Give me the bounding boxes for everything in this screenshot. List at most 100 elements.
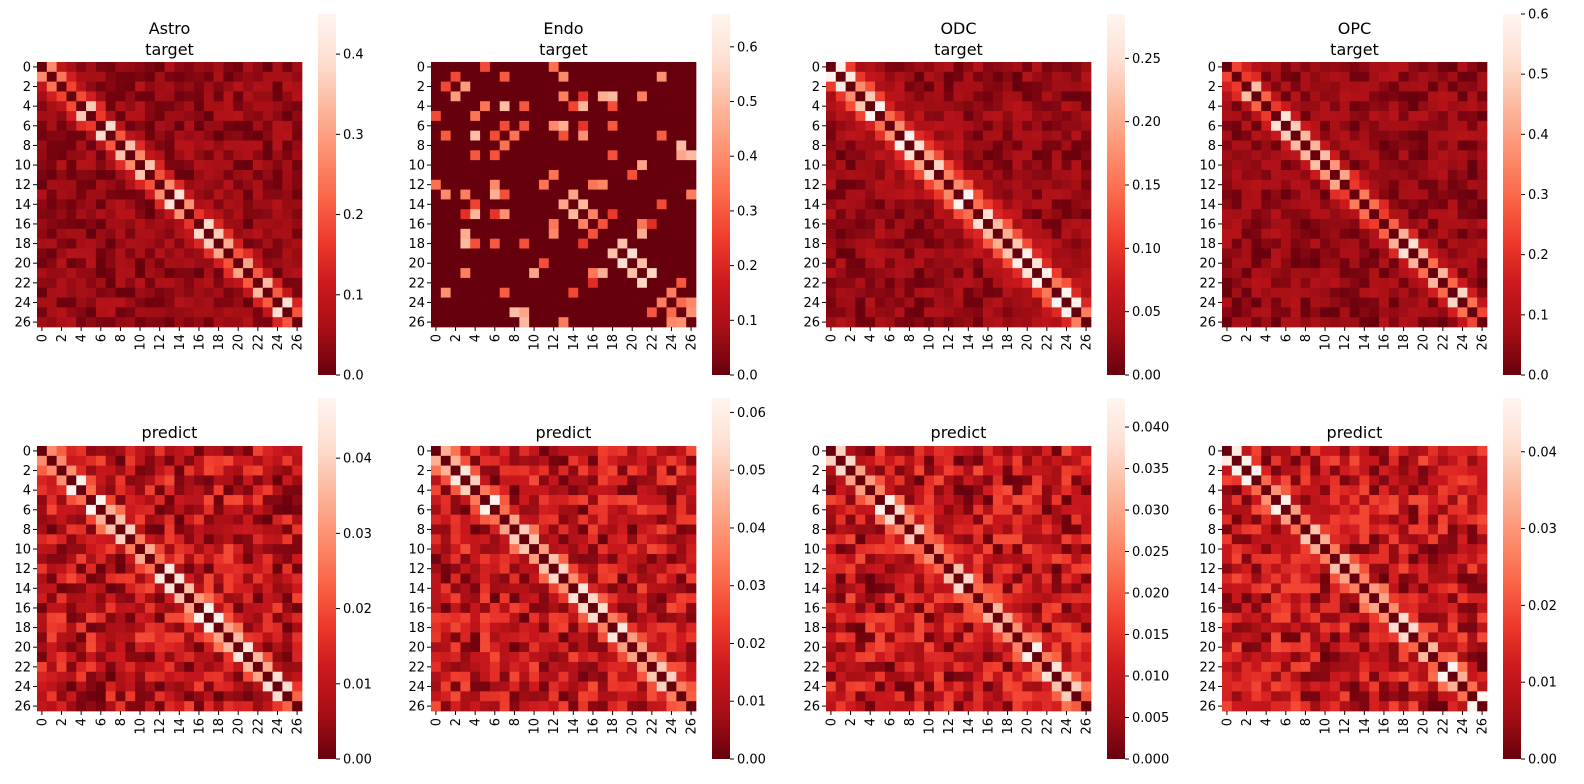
heatmap-cell <box>924 91 935 102</box>
heatmap-cell <box>953 485 964 496</box>
heatmap-cell <box>1329 209 1341 220</box>
heatmap-cell <box>450 150 461 161</box>
heatmap-cell <box>1081 189 1092 200</box>
y-tick-label: 14 <box>408 198 425 213</box>
heatmap-cell <box>983 504 994 516</box>
heatmap-cell <box>963 317 974 328</box>
heatmap-cell <box>1012 71 1023 82</box>
heatmap-cell <box>509 681 520 692</box>
heatmap-cell <box>558 91 569 102</box>
heatmap-cell <box>1290 189 1301 200</box>
heatmap-cell <box>460 297 471 308</box>
heatmap-cell <box>1300 199 1311 210</box>
colorbar-tick-label: 0.2 <box>737 259 758 274</box>
heatmap-cell <box>292 199 303 210</box>
heatmap-cell <box>86 622 97 633</box>
heatmap-cell <box>1437 277 1449 289</box>
heatmap-cell <box>627 71 638 82</box>
heatmap-cell <box>578 81 589 92</box>
heatmap-cell <box>164 671 175 682</box>
heatmap-cell <box>914 160 925 171</box>
heatmap-cell <box>440 514 451 525</box>
heatmap-cell <box>489 563 501 574</box>
heatmap-cell <box>76 199 87 210</box>
heatmap-cell <box>135 317 146 328</box>
heatmap-cell <box>656 603 667 614</box>
heatmap-cell <box>144 661 156 673</box>
heatmap-cell <box>676 169 687 181</box>
heatmap-cell <box>1071 228 1082 240</box>
heatmap-cell <box>1002 101 1013 112</box>
heatmap-cell <box>1222 91 1233 102</box>
heatmap-cell <box>627 130 638 141</box>
heatmap-cell <box>529 661 540 673</box>
heatmap-cell <box>213 317 224 328</box>
heatmap-cell <box>1061 465 1072 476</box>
heatmap-cell <box>617 465 628 476</box>
heatmap-cell <box>548 297 559 308</box>
heatmap-cell <box>617 514 628 525</box>
heatmap-cell <box>223 140 234 151</box>
heatmap-cell <box>292 111 303 122</box>
heatmap-cell <box>144 485 156 496</box>
heatmap-cell <box>66 534 77 545</box>
heatmap-cell <box>627 612 638 624</box>
heatmap-cell <box>1071 219 1082 230</box>
heatmap-cell <box>1002 130 1013 141</box>
heatmap-cell <box>86 91 97 102</box>
heatmap-cell <box>450 91 461 102</box>
heatmap-cell <box>676 465 687 476</box>
heatmap-cell <box>983 140 994 151</box>
heatmap-cell <box>617 691 628 702</box>
heatmap-cell <box>865 446 876 457</box>
heatmap-cell <box>656 701 667 712</box>
heatmap-cell <box>174 446 185 457</box>
heatmap-cell <box>588 317 599 328</box>
x-tick-label: 18 <box>212 334 227 351</box>
heatmap-cell <box>56 248 67 259</box>
heatmap-cell <box>37 465 48 476</box>
heatmap-cell <box>272 111 283 122</box>
panel-title: target <box>539 40 588 59</box>
heatmap-cell <box>1061 238 1072 249</box>
heatmap-cell <box>292 120 303 132</box>
heatmap-cell <box>617 622 628 633</box>
heatmap-cell <box>943 209 954 220</box>
heatmap-cell <box>440 91 451 102</box>
heatmap-cell <box>973 287 984 298</box>
heatmap-cell <box>588 150 599 161</box>
heatmap-cell <box>440 219 451 230</box>
heatmap-cell <box>953 238 964 249</box>
heatmap-cell <box>1241 111 1252 122</box>
heatmap-cell <box>489 446 501 457</box>
heatmap-cell <box>470 544 481 555</box>
heatmap-cell <box>686 652 697 663</box>
heatmap-cell <box>1477 238 1488 249</box>
heatmap-cell <box>213 593 224 604</box>
heatmap-cell <box>1032 307 1043 318</box>
heatmap-cell <box>213 101 224 112</box>
heatmap-cell <box>66 652 77 663</box>
heatmap-cell <box>95 248 107 259</box>
heatmap-cell <box>933 297 945 308</box>
heatmap-cell <box>568 317 579 328</box>
heatmap-cell <box>894 219 905 230</box>
heatmap-cell <box>431 140 442 151</box>
heatmap-cell <box>292 553 303 565</box>
heatmap-cell <box>529 140 540 151</box>
heatmap-cell <box>1467 258 1478 269</box>
heatmap-cell <box>1012 268 1023 279</box>
heatmap-cell <box>125 169 136 181</box>
heatmap-cell <box>1041 238 1053 249</box>
heatmap-cell <box>56 111 67 122</box>
heatmap-cell <box>105 544 116 555</box>
heatmap-cell <box>233 297 244 308</box>
panel-title: Astro <box>149 19 191 38</box>
heatmap-cell <box>489 583 501 594</box>
heatmap-cell <box>538 642 550 653</box>
heatmap-cell <box>1081 268 1092 279</box>
heatmap-cell <box>1022 465 1033 476</box>
heatmap-cell <box>676 681 687 692</box>
heatmap-cell <box>963 446 974 457</box>
heatmap-cell <box>95 199 107 210</box>
